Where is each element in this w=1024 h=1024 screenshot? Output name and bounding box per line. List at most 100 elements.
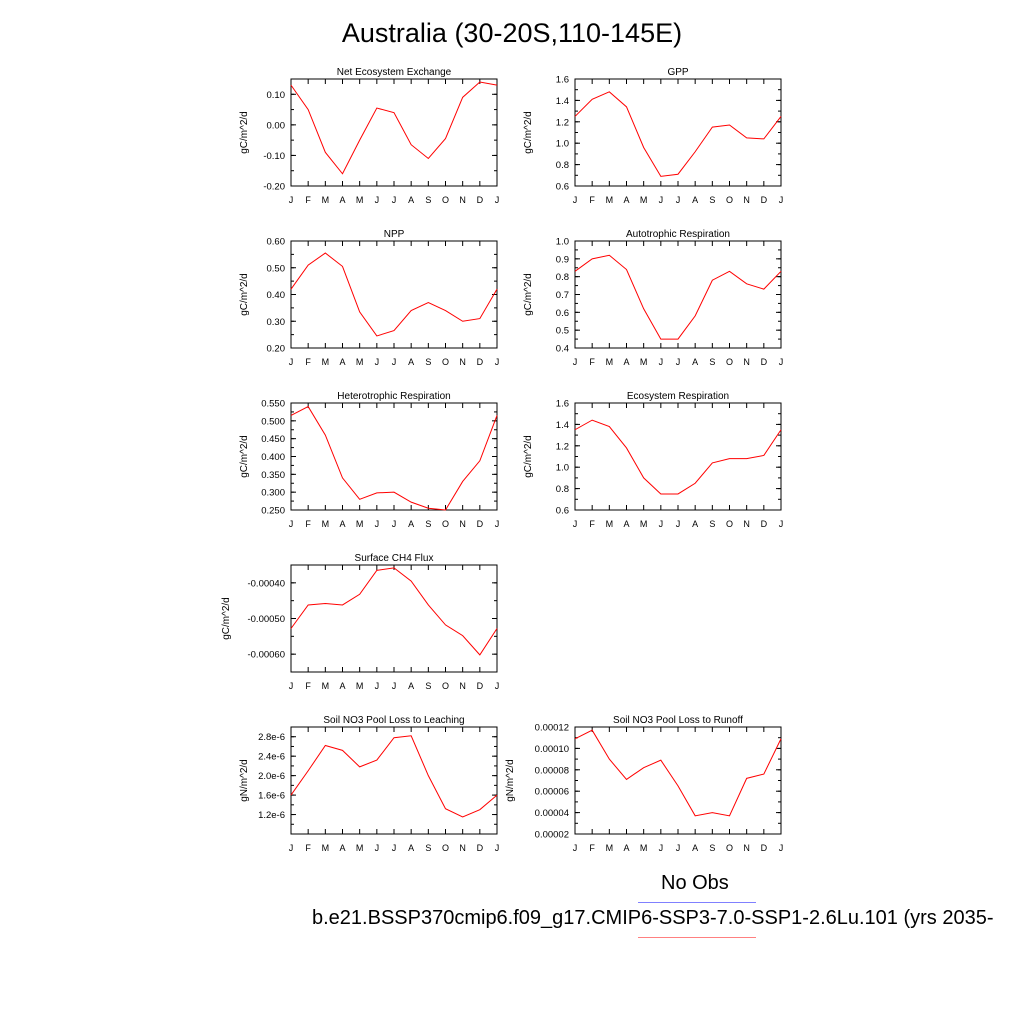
x-tick-label: N (459, 681, 466, 691)
legend-model-line (638, 937, 756, 938)
x-tick-label: J (676, 357, 681, 367)
x-tick-label: J (659, 843, 664, 853)
x-tick-label: J (573, 519, 578, 529)
x-tick-label: J (392, 195, 397, 205)
x-tick-label: M (322, 357, 330, 367)
series-line (290, 252, 498, 337)
x-tick-label: D (761, 357, 768, 367)
y-tick-label: 0.8 (556, 484, 569, 495)
x-tick-label: J (392, 519, 397, 529)
x-tick-label: F (305, 681, 311, 691)
plot-frame (290, 78, 498, 187)
panel-title: NPP (384, 229, 405, 240)
x-tick-label: J (573, 195, 578, 205)
x-tick-label: J (659, 357, 664, 367)
x-tick-label: M (356, 195, 364, 205)
panel-title: Surface CH4 Flux (355, 553, 434, 564)
plot-frame (290, 564, 498, 673)
x-tick-label: D (477, 357, 484, 367)
page-title: Australia (30-20S,110-145E) (341, 18, 683, 48)
y-tick-label: 0.10 (267, 90, 286, 101)
x-tick-label: M (356, 519, 364, 529)
x-tick-label: M (322, 195, 330, 205)
legend-label: No Obs (661, 872, 729, 894)
x-tick-label: O (442, 519, 449, 529)
x-tick-label: J (779, 357, 784, 367)
x-tick-label: S (709, 357, 715, 367)
y-tick-label: 0.6 (556, 182, 569, 193)
x-tick-label: S (709, 519, 715, 529)
x-tick-label: N (459, 843, 466, 853)
x-tick-label: M (356, 681, 364, 691)
x-tick-label: N (743, 843, 750, 853)
series-line (290, 405, 498, 511)
panel-title: GPP (667, 67, 688, 78)
x-tick-label: A (692, 357, 698, 367)
legend-obs-line (638, 902, 756, 903)
series-line (290, 81, 498, 175)
x-tick-label: M (606, 195, 614, 205)
x-tick-label: S (425, 519, 431, 529)
panel-title: Heterotrophic Respiration (337, 391, 450, 402)
x-tick-label: M (606, 519, 614, 529)
x-tick-label: M (606, 357, 614, 367)
y-tick-label: 0.00008 (535, 765, 569, 776)
y-tick-label: 0.450 (261, 434, 285, 445)
x-tick-label: J (289, 357, 294, 367)
x-tick-label: S (425, 843, 431, 853)
y-tick-label: 0.50 (267, 263, 286, 274)
panel-title: Soil NO3 Pool Loss to Runoff (613, 715, 743, 726)
x-tick-label: M (322, 681, 330, 691)
y-tick-label: 2.0e-6 (258, 771, 285, 782)
x-tick-label: M (322, 519, 330, 529)
y-tick-label: 1.2 (556, 117, 569, 128)
run-label: b.e21.BSSP370cmip6.f09_g17.CMIP6-SSP3-7.… (312, 907, 994, 929)
series-line (574, 729, 782, 817)
x-tick-label: D (477, 681, 484, 691)
y-axis-label: gC/m^2/d (523, 111, 534, 154)
x-tick-label: A (692, 519, 698, 529)
x-tick-label: A (339, 357, 345, 367)
x-tick-label: S (709, 843, 715, 853)
x-tick-label: F (305, 357, 311, 367)
series-line (574, 254, 782, 340)
x-tick-label: N (459, 357, 466, 367)
series-line (290, 735, 498, 818)
y-tick-label: 0.20 (267, 344, 286, 355)
y-tick-label: -0.00050 (247, 614, 285, 625)
y-tick-label: 1.6 (556, 75, 569, 86)
x-tick-label: A (692, 843, 698, 853)
panel-title: Net Ecosystem Exchange (337, 67, 452, 78)
x-tick-label: O (442, 195, 449, 205)
x-tick-label: J (779, 843, 784, 853)
x-tick-label: N (459, 195, 466, 205)
x-tick-label: O (726, 843, 733, 853)
series-line (290, 567, 498, 656)
y-tick-label: -0.00040 (247, 578, 285, 589)
y-axis-label: gC/m^2/d (239, 111, 250, 154)
x-tick-label: J (375, 519, 380, 529)
x-tick-label: F (589, 843, 595, 853)
x-tick-label: M (356, 357, 364, 367)
x-tick-label: A (408, 195, 414, 205)
x-tick-label: M (640, 195, 648, 205)
y-tick-label: 0.00006 (535, 787, 569, 798)
y-tick-label: 1.2e-6 (258, 810, 285, 821)
x-tick-label: F (305, 195, 311, 205)
x-tick-label: J (676, 519, 681, 529)
y-axis-label: gC/m^2/d (221, 597, 232, 640)
plot-frame (574, 726, 782, 835)
x-tick-label: A (623, 519, 629, 529)
y-tick-label: 0.00 (267, 120, 286, 131)
plot-frame (290, 402, 498, 511)
y-axis-label: gC/m^2/d (523, 435, 534, 478)
y-tick-label: 0.400 (261, 452, 285, 463)
x-tick-label: J (375, 195, 380, 205)
y-tick-label: 0.00004 (535, 808, 569, 819)
y-tick-label: 0.350 (261, 470, 285, 481)
